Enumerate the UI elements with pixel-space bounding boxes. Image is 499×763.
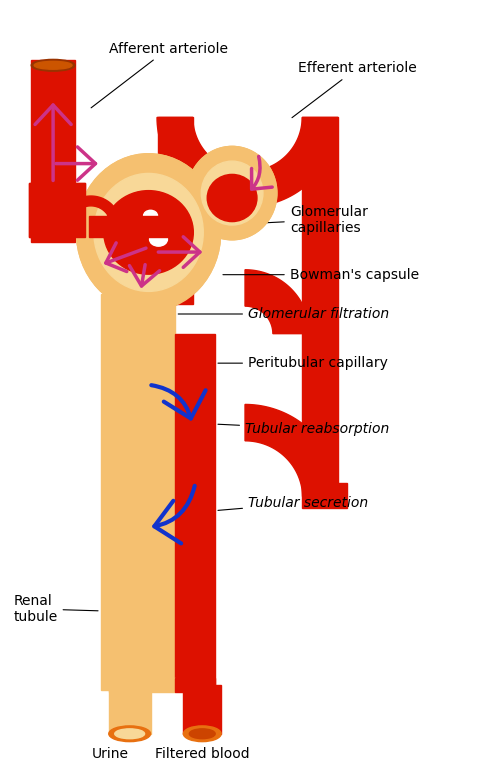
Ellipse shape (187, 146, 277, 240)
Ellipse shape (34, 61, 72, 69)
Text: Tubular reabsorption: Tubular reabsorption (218, 422, 389, 436)
Polygon shape (63, 200, 91, 227)
Ellipse shape (201, 161, 263, 225)
Bar (29, 183, 85, 237)
Text: Peritubular capillary: Peritubular capillary (218, 356, 388, 370)
Ellipse shape (104, 191, 193, 274)
Ellipse shape (144, 211, 158, 221)
Ellipse shape (207, 175, 257, 221)
Polygon shape (157, 118, 338, 207)
Bar (109, 684, 151, 734)
Text: Glomerular filtration: Glomerular filtration (178, 307, 389, 321)
Bar (176, 333, 215, 690)
Bar (89, 196, 188, 249)
Ellipse shape (187, 146, 277, 240)
Ellipse shape (120, 272, 162, 301)
Text: Afferent arteriole: Afferent arteriole (91, 41, 228, 108)
Ellipse shape (76, 154, 221, 311)
Ellipse shape (76, 154, 221, 311)
Bar (158, 260, 193, 304)
Bar (302, 483, 347, 507)
Bar (183, 684, 221, 734)
Polygon shape (245, 404, 339, 497)
Bar (158, 118, 193, 260)
Ellipse shape (31, 60, 75, 71)
Ellipse shape (150, 233, 168, 246)
Ellipse shape (115, 729, 145, 739)
Ellipse shape (189, 729, 215, 739)
Text: Renal
tubule: Renal tubule (13, 594, 98, 624)
Text: Tubular secretion: Tubular secretion (218, 496, 368, 510)
Ellipse shape (123, 217, 145, 233)
Bar (121, 278, 161, 308)
Bar (109, 678, 176, 693)
Text: Filtered blood: Filtered blood (155, 746, 250, 761)
Ellipse shape (123, 217, 145, 233)
Bar (29, 183, 85, 237)
Ellipse shape (183, 726, 221, 742)
Bar (89, 216, 188, 237)
Text: Urine: Urine (91, 746, 128, 761)
Text: Glomerular
capillaries: Glomerular capillaries (213, 204, 368, 235)
Ellipse shape (201, 161, 263, 225)
Ellipse shape (207, 175, 257, 221)
Bar (302, 118, 337, 496)
Ellipse shape (144, 211, 158, 221)
Polygon shape (61, 196, 121, 226)
Ellipse shape (94, 173, 203, 291)
Polygon shape (245, 270, 310, 333)
Bar (176, 678, 215, 693)
Polygon shape (61, 196, 121, 226)
Ellipse shape (150, 233, 168, 246)
Ellipse shape (104, 191, 193, 274)
Ellipse shape (94, 173, 203, 291)
Bar (31, 60, 75, 242)
Text: Bowman's capsule: Bowman's capsule (223, 268, 419, 282)
Text: Efferent arteriole: Efferent arteriole (292, 61, 417, 118)
Bar (101, 295, 176, 690)
Ellipse shape (109, 726, 151, 742)
